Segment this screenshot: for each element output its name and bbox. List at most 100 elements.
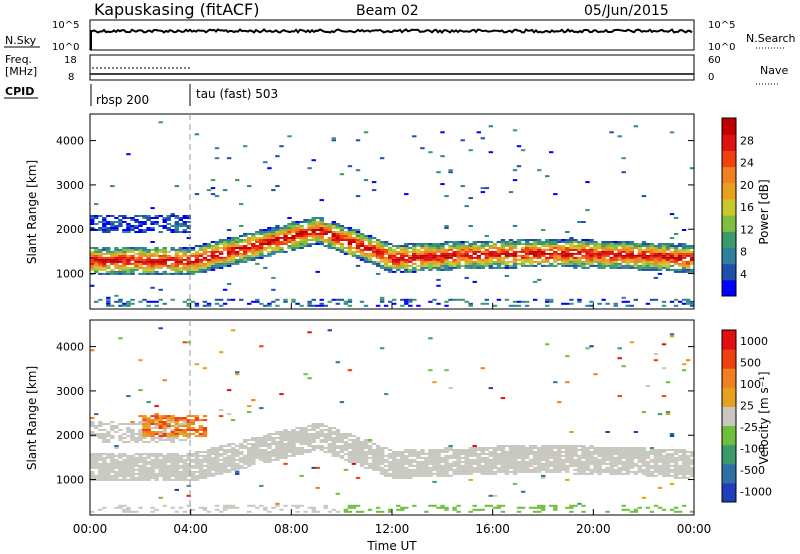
power-cell	[400, 247, 405, 249]
power-cell	[287, 237, 292, 239]
power-cell	[673, 248, 679, 251]
power-cell	[468, 225, 473, 227]
velocity-cell	[202, 435, 208, 437]
velocity-cell	[677, 470, 683, 473]
power-cell	[235, 254, 240, 257]
power-cell	[239, 260, 244, 263]
velocity-cell	[553, 447, 558, 449]
velocity-cell	[94, 427, 99, 429]
power-cell	[339, 245, 345, 247]
velocity-cell	[114, 462, 119, 465]
velocity-cell	[363, 462, 369, 465]
velocity-cell	[396, 453, 401, 455]
velocity-cell	[110, 453, 115, 455]
power-cell	[363, 239, 369, 241]
power-cell	[388, 247, 393, 249]
velocity-cell	[657, 466, 663, 469]
power-cell	[182, 258, 188, 261]
velocity-cell	[190, 472, 196, 475]
velocity-cell	[178, 464, 184, 467]
power-colorbar-swatch	[722, 231, 736, 248]
power-cell	[170, 248, 175, 251]
velocity-cell	[323, 447, 328, 449]
velocity-cell	[259, 441, 264, 443]
velocity-cell	[146, 456, 151, 459]
power-cell	[524, 243, 530, 245]
power-cell	[468, 258, 473, 261]
velocity-cell	[114, 445, 119, 447]
velocity-cell	[657, 506, 663, 509]
power-cell	[359, 252, 365, 255]
velocity-cell	[400, 460, 405, 463]
velocity-cell	[625, 449, 630, 451]
velocity-cell	[569, 453, 574, 455]
velocity-cell	[307, 451, 312, 453]
power-cell	[661, 264, 667, 267]
velocity-cell	[98, 476, 103, 479]
nsky-tick-bottom: 10^0	[708, 42, 735, 53]
velocity-cell	[645, 456, 651, 459]
power-cell	[210, 252, 216, 255]
power-cell	[118, 260, 123, 263]
power-cell	[432, 245, 437, 247]
power-cell	[561, 252, 566, 255]
power-cell	[186, 221, 192, 223]
velocity-cell	[263, 445, 268, 447]
velocity-cell	[553, 468, 558, 471]
velocity-cell	[146, 425, 151, 427]
power-cell	[645, 266, 651, 269]
power-cell	[388, 266, 393, 269]
velocity-cell	[553, 453, 558, 455]
power-cell	[126, 227, 131, 229]
power-cell	[255, 239, 260, 241]
velocity-cell	[512, 449, 518, 451]
velocity-cell	[158, 458, 163, 461]
power-cell	[464, 266, 469, 269]
power-cell	[637, 245, 643, 247]
velocity-cell	[561, 464, 566, 467]
power-cell	[347, 233, 353, 235]
power-cell	[239, 225, 244, 227]
velocity-cell	[516, 464, 522, 467]
power-cell	[194, 250, 200, 253]
power-cell	[359, 239, 365, 241]
velocity-cell	[468, 454, 473, 457]
power-cell	[315, 221, 320, 223]
velocity-cell	[476, 458, 482, 461]
power-cell	[311, 298, 316, 301]
velocity-cell	[102, 435, 107, 437]
velocity-cell	[388, 468, 393, 471]
velocity-cell	[488, 447, 494, 449]
power-cell	[464, 247, 469, 249]
velocity-cell	[186, 464, 192, 467]
power-cell	[400, 248, 405, 251]
power-cell	[569, 298, 574, 301]
power-cell	[371, 245, 377, 247]
power-cell	[142, 270, 147, 273]
power-cell	[440, 250, 445, 253]
velocity-cell	[593, 447, 598, 449]
velocity-cell	[400, 474, 405, 477]
power-cell	[388, 252, 393, 255]
velocity-cell	[492, 494, 498, 497]
velocity-cell	[98, 472, 103, 475]
velocity-cell	[178, 433, 184, 435]
power-cell	[210, 264, 216, 267]
velocity-cell	[440, 458, 445, 461]
velocity-cell	[166, 460, 171, 463]
power-cell	[146, 252, 151, 255]
power-cell	[90, 217, 95, 219]
velocity-cell	[194, 476, 200, 479]
velocity-cell	[392, 453, 397, 455]
power-cell	[541, 241, 546, 243]
velocity-cell	[102, 476, 107, 479]
power-cell	[126, 254, 131, 257]
velocity-cell	[170, 472, 175, 475]
power-cell	[383, 258, 389, 261]
velocity-cell	[259, 345, 264, 348]
power-cell	[460, 298, 465, 301]
velocity-cell	[198, 429, 204, 431]
velocity-cell	[198, 474, 204, 477]
velocity-cell	[182, 417, 188, 420]
power-cell	[452, 252, 457, 255]
